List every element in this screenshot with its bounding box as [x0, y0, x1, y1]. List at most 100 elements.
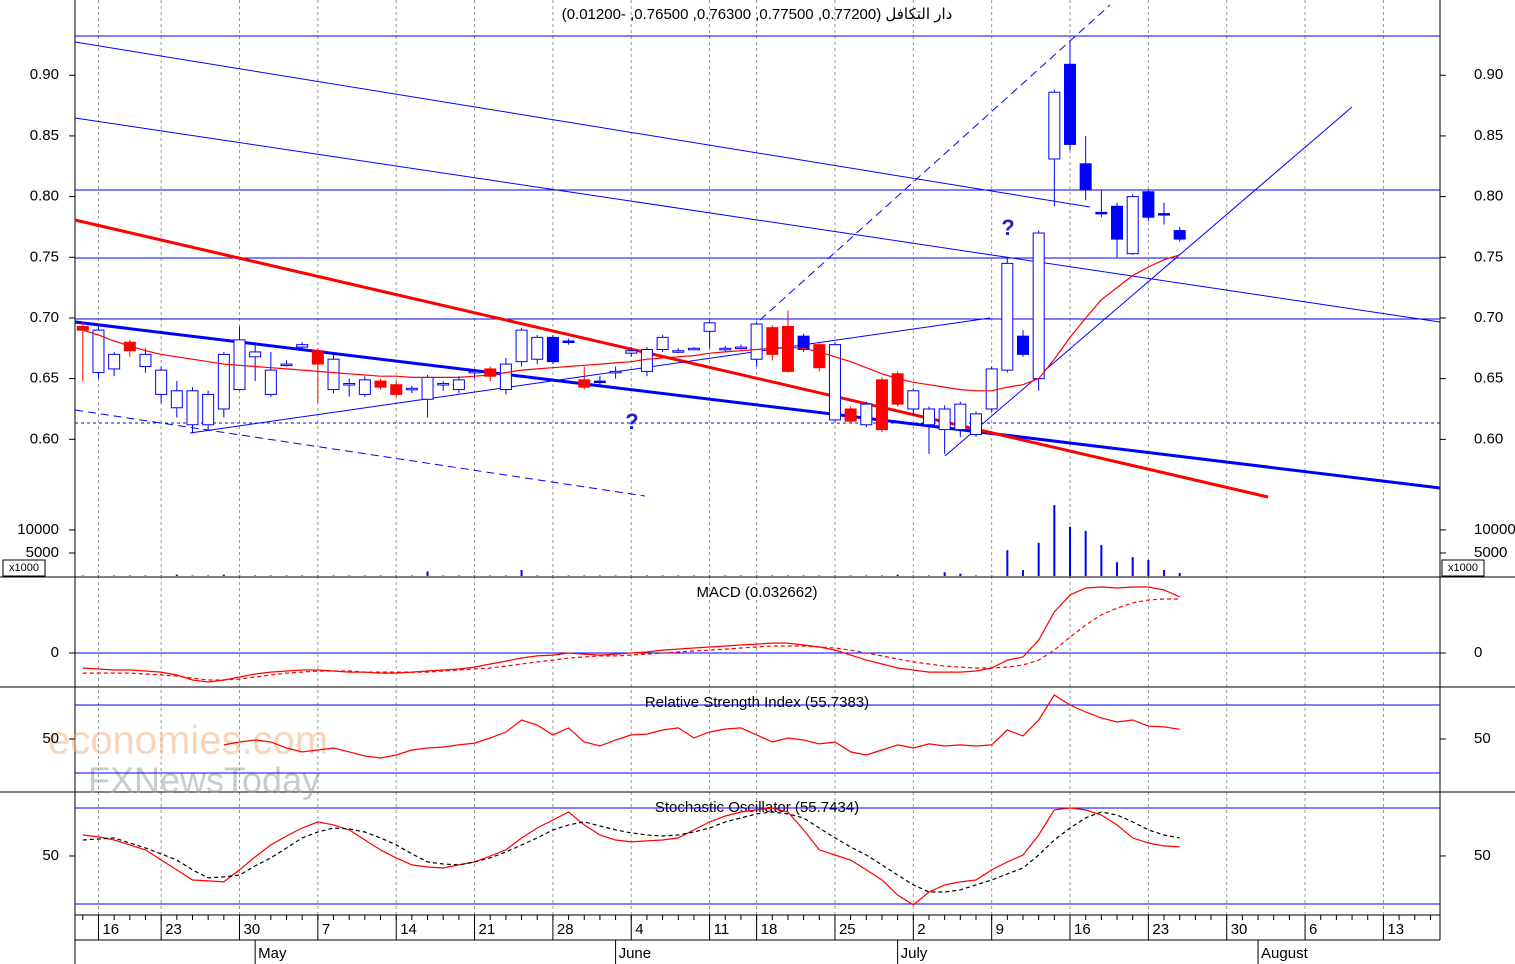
volume-bar: [1116, 562, 1119, 576]
candle-body: [1048, 91, 1061, 160]
volume-bar: [1178, 573, 1181, 576]
y-tick-label: 50: [1474, 847, 1491, 864]
volume-bar: [1163, 570, 1166, 576]
candle-body: [609, 370, 622, 374]
indicator-line: [82, 598, 1180, 681]
x-tick-label: 23: [1152, 921, 1169, 938]
candle-body: [1173, 230, 1186, 240]
candle-body: [562, 340, 575, 344]
candle-body: [217, 353, 230, 410]
candle-body: [264, 369, 277, 395]
candle-body: [1064, 63, 1077, 145]
candle-body: [499, 363, 512, 391]
volume-bar: [1131, 557, 1134, 576]
candle-body: [155, 369, 168, 395]
candle-body: [828, 344, 841, 421]
unit-box: [2, 559, 46, 577]
candle-body: [1142, 191, 1155, 218]
trend-line: [74, 117, 1441, 323]
y-tick-label: 0.85: [1474, 127, 1503, 144]
x-tick-label: 16: [102, 921, 119, 938]
x-tick-label: 14: [400, 921, 417, 938]
x-tick-label: 6: [1309, 921, 1317, 938]
candle-body: [484, 368, 497, 377]
candle-body: [1001, 262, 1014, 371]
trend-line: [74, 218, 1269, 499]
candle-body: [374, 380, 387, 388]
y-tick-label: 0.90: [1474, 66, 1503, 83]
volume-bar: [1069, 526, 1072, 576]
volume-bar: [426, 571, 429, 576]
stochastic-title: Stochastic Oscillator (55.7434): [655, 799, 859, 816]
candle-body: [92, 329, 105, 374]
candle-body: [907, 390, 920, 410]
y-tick-label: 0.85: [30, 127, 59, 144]
y-tick-label: 0: [1474, 644, 1482, 661]
y-tick-label: 0.90: [30, 66, 59, 83]
annotation: ?: [1001, 215, 1014, 240]
candle-body: [875, 379, 888, 431]
x-tick-label: 16: [1074, 921, 1091, 938]
y-tick-label: 50: [42, 730, 59, 747]
candle-body: [311, 350, 324, 365]
unit-box: [1441, 559, 1485, 577]
trend-line: [74, 409, 646, 497]
trend-line: [759, 4, 1111, 321]
indicator-line: [82, 807, 1180, 906]
annotation: ?: [625, 409, 638, 434]
candle-body: [593, 380, 606, 384]
volume-bar: [959, 573, 962, 576]
x-tick-label: 18: [761, 921, 778, 938]
x-tick-label: 2: [917, 921, 925, 938]
y-tick-label: 0.70: [30, 309, 59, 326]
volume-bar: [1053, 505, 1056, 576]
y-tick-label: 0.80: [30, 188, 59, 205]
candle-body: [985, 368, 998, 410]
candle-body: [1095, 211, 1108, 215]
macd-title: MACD (0.032662): [697, 584, 818, 601]
candle-body: [202, 393, 215, 426]
candle-body: [1158, 213, 1171, 216]
x-tick-label: 21: [479, 921, 496, 938]
month-label: August: [1261, 945, 1309, 962]
volume-bar: [943, 572, 946, 576]
volume-bar: [1006, 550, 1009, 576]
grid: [97, 0, 1384, 915]
candle-body: [813, 344, 826, 369]
rsi-title: Relative Strength Index (55.7383): [645, 694, 869, 711]
candle-body: [844, 408, 857, 422]
candle-body: [186, 390, 199, 426]
candle-body: [421, 376, 434, 400]
x-tick-label: 28: [557, 921, 574, 938]
x-tick-label: 11: [714, 921, 730, 938]
candle-body: [531, 336, 544, 360]
candle-body: [343, 382, 356, 386]
candle-body: [954, 403, 967, 431]
y-tick-label: 0: [51, 644, 59, 661]
trend-line: [944, 106, 1353, 457]
y-tick-label: 0.70: [1474, 309, 1503, 326]
candle-body: [750, 323, 763, 360]
candle-body: [969, 413, 982, 435]
volume-bar: [222, 574, 225, 576]
candle-body: [280, 363, 293, 367]
volume-bar: [175, 574, 178, 576]
y-tick-label: 50: [1474, 730, 1491, 747]
x-tick-label: 9: [996, 921, 1004, 938]
y-tick-label: 0.75: [30, 248, 59, 265]
y-tick-label: 5000: [1474, 544, 1507, 561]
candle-body: [625, 350, 638, 354]
candle-body: [1017, 335, 1029, 355]
candle-body: [170, 390, 183, 409]
candle-body: [766, 327, 779, 355]
indicator-line: [82, 586, 1180, 683]
candle-body: [139, 353, 152, 368]
y-tick-label: 0.80: [1474, 188, 1503, 205]
candle-body: [468, 370, 481, 374]
indicator-line: [223, 694, 1180, 759]
moving-average: [82, 254, 1180, 392]
candle-body: [452, 379, 465, 391]
candle-body: [703, 322, 716, 332]
volume-bar: [896, 574, 899, 576]
